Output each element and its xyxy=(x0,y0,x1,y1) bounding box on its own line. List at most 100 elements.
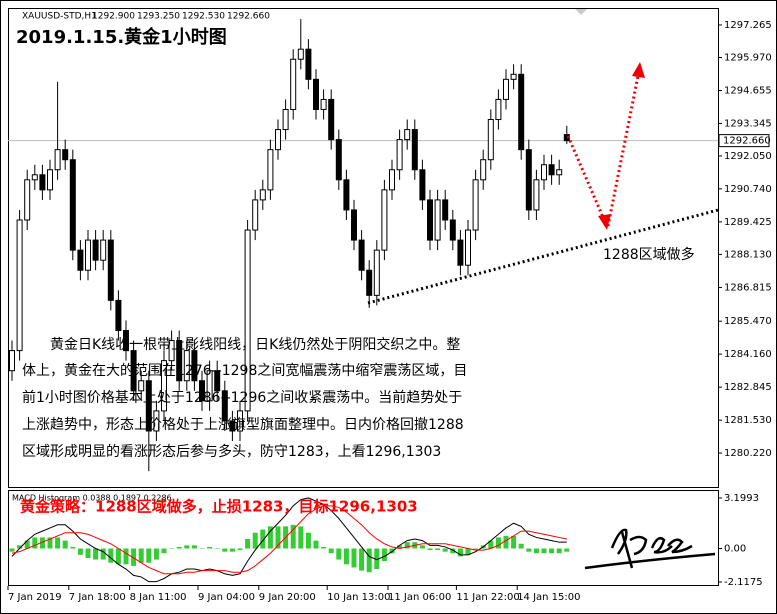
candle-body xyxy=(47,169,53,191)
arrow-down xyxy=(566,135,607,223)
candle-body xyxy=(199,380,205,402)
histogram-bar xyxy=(465,548,471,555)
candle-body xyxy=(358,239,365,271)
histogram-bar xyxy=(131,548,137,566)
candle-body xyxy=(556,169,563,176)
candle-body xyxy=(290,58,297,110)
histogram-bar xyxy=(359,548,365,571)
candle-body xyxy=(168,340,175,362)
candle-body xyxy=(503,78,509,100)
candle-body xyxy=(275,129,281,151)
arrowhead xyxy=(598,214,611,230)
candle-body xyxy=(434,199,441,241)
histogram-bar xyxy=(526,548,532,552)
histogram-bar xyxy=(351,548,357,568)
histogram-bar xyxy=(207,546,213,549)
y-tick-label: 0.00 xyxy=(724,544,746,555)
candle-body xyxy=(396,139,403,171)
histogram-bar xyxy=(77,548,83,555)
histogram-bar xyxy=(138,548,144,563)
candle-body xyxy=(480,159,487,181)
y-tick-label: 1284.160 xyxy=(724,349,772,360)
candle-body xyxy=(85,239,91,271)
candle-body xyxy=(244,229,251,412)
histogram-bar xyxy=(533,548,539,554)
y-tick-label: 1289.425 xyxy=(724,217,772,228)
histogram-bar xyxy=(275,526,281,549)
candle-body xyxy=(100,239,107,261)
y-tick-label: 1295.970 xyxy=(724,52,772,63)
header-value: 1292.530 xyxy=(182,12,225,22)
histogram-bar xyxy=(55,537,61,549)
histogram-bar xyxy=(161,548,167,554)
candle-body xyxy=(221,390,228,422)
histogram-bar xyxy=(564,548,570,552)
main-panel xyxy=(8,8,719,488)
header-value: 1292.900 xyxy=(92,12,135,22)
candle-body xyxy=(206,370,213,402)
candle-body xyxy=(161,360,167,412)
candle-body xyxy=(62,149,69,161)
candle-body xyxy=(259,189,266,201)
histogram-bar xyxy=(176,546,182,549)
candle-body xyxy=(107,239,114,301)
histogram-bar xyxy=(488,540,494,549)
histogram-bar xyxy=(518,543,524,549)
candle-body xyxy=(252,199,259,231)
candle-body xyxy=(495,98,502,121)
histogram-bar xyxy=(39,537,45,549)
candle-body xyxy=(176,340,183,382)
arrow-up xyxy=(606,75,640,227)
candle-body xyxy=(39,174,46,191)
candle-body xyxy=(267,149,274,191)
candle-body xyxy=(153,410,160,432)
candle-body xyxy=(191,350,198,382)
histogram-bar xyxy=(427,548,433,551)
marks xyxy=(8,19,718,583)
paragraph-line: 体上，黄金在大的范围在1276--1298之间宽幅震荡中缩窄震荡区域，目 xyxy=(22,362,467,379)
histogram-bar xyxy=(191,545,197,549)
histogram-bar xyxy=(267,526,273,549)
histogram-bar xyxy=(321,546,327,549)
candle-body xyxy=(411,129,418,171)
x-tick-label: 10 Jan 13:00 xyxy=(327,592,390,603)
candle-body xyxy=(335,139,342,181)
candle-body xyxy=(328,98,335,141)
candle-body xyxy=(145,380,152,432)
histogram-bar xyxy=(245,539,251,549)
histogram-bar xyxy=(32,537,38,549)
x-tick-label: 11 Jan 06:00 xyxy=(388,592,451,603)
histogram-bar xyxy=(199,548,205,550)
x-tick-label: 11 Jan 22:00 xyxy=(456,592,519,603)
candle-body xyxy=(381,189,388,251)
candle-body xyxy=(427,199,433,241)
x-tick-label: 9 Jan 20:00 xyxy=(259,592,316,603)
candle-body xyxy=(343,179,350,211)
header-value: 1292.660 xyxy=(227,12,270,22)
candle-body xyxy=(69,159,76,251)
histogram-bar xyxy=(260,529,266,549)
candle-body xyxy=(404,129,411,141)
candle-body xyxy=(229,420,236,432)
histogram-bar xyxy=(252,532,258,549)
candle-body xyxy=(130,350,137,392)
candle-body xyxy=(320,98,327,110)
y-tick-label: 1292.050 xyxy=(724,151,772,162)
y-tick-label: 1294.655 xyxy=(724,86,772,97)
histogram-bar xyxy=(442,548,448,552)
histogram-bar xyxy=(47,537,53,549)
y-tick-label: 3.1993 xyxy=(724,493,759,504)
y-tick-label: 1288.130 xyxy=(724,249,772,260)
histogram-bar xyxy=(549,548,555,554)
candle-body xyxy=(510,73,517,80)
histogram-bar xyxy=(229,548,235,552)
histogram-bar xyxy=(343,548,349,565)
candle-body xyxy=(92,239,99,261)
candle-body xyxy=(183,350,190,382)
histogram-bar xyxy=(169,548,175,550)
candle-body xyxy=(138,380,145,392)
x-tick-label: 7 Jan 18:00 xyxy=(69,592,126,603)
histogram-bar xyxy=(419,545,425,549)
x-tick-label: 8 Jan 11:00 xyxy=(130,592,187,603)
